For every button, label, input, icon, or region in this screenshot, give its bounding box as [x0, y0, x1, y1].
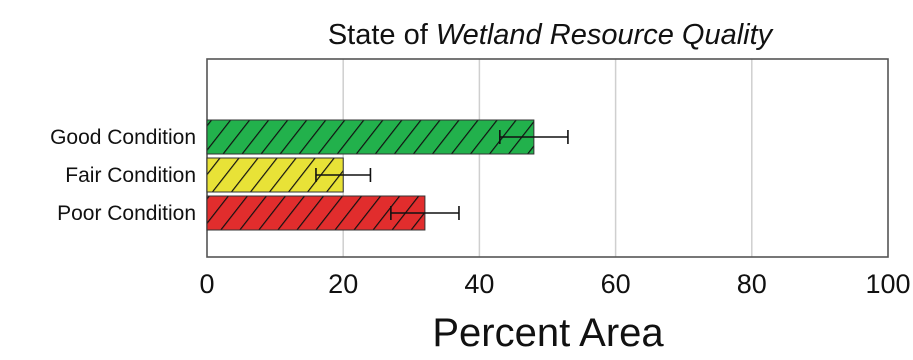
bar-hatch-poor [207, 196, 425, 230]
x-tick-label: 20 [328, 269, 358, 299]
x-tick-labels: 0 20 40 60 80 100 [199, 269, 910, 299]
category-labels: Good Condition Fair Condition Poor Conditi… [50, 126, 196, 225]
chart-title-emphasis: Wetland Resource Quality [436, 19, 774, 51]
bar-hatch-good [207, 120, 534, 154]
error-bars [315, 130, 569, 220]
category-label-fair: Fair Condition [65, 164, 196, 187]
chart-title-prefix: State of [328, 19, 436, 51]
x-tick-label: 100 [865, 269, 910, 299]
chart-title: State of Wetland Resource Quality [328, 19, 774, 51]
x-axis-title: Percent Area [432, 311, 664, 355]
category-label-good: Good Condition [50, 126, 196, 149]
x-tick-label: 80 [737, 269, 767, 299]
x-tick-label: 40 [464, 269, 494, 299]
bars [206, 119, 535, 231]
x-tick-label: 60 [601, 269, 631, 299]
x-tick-label: 0 [199, 269, 214, 299]
category-label-poor: Poor Condition [57, 202, 196, 225]
